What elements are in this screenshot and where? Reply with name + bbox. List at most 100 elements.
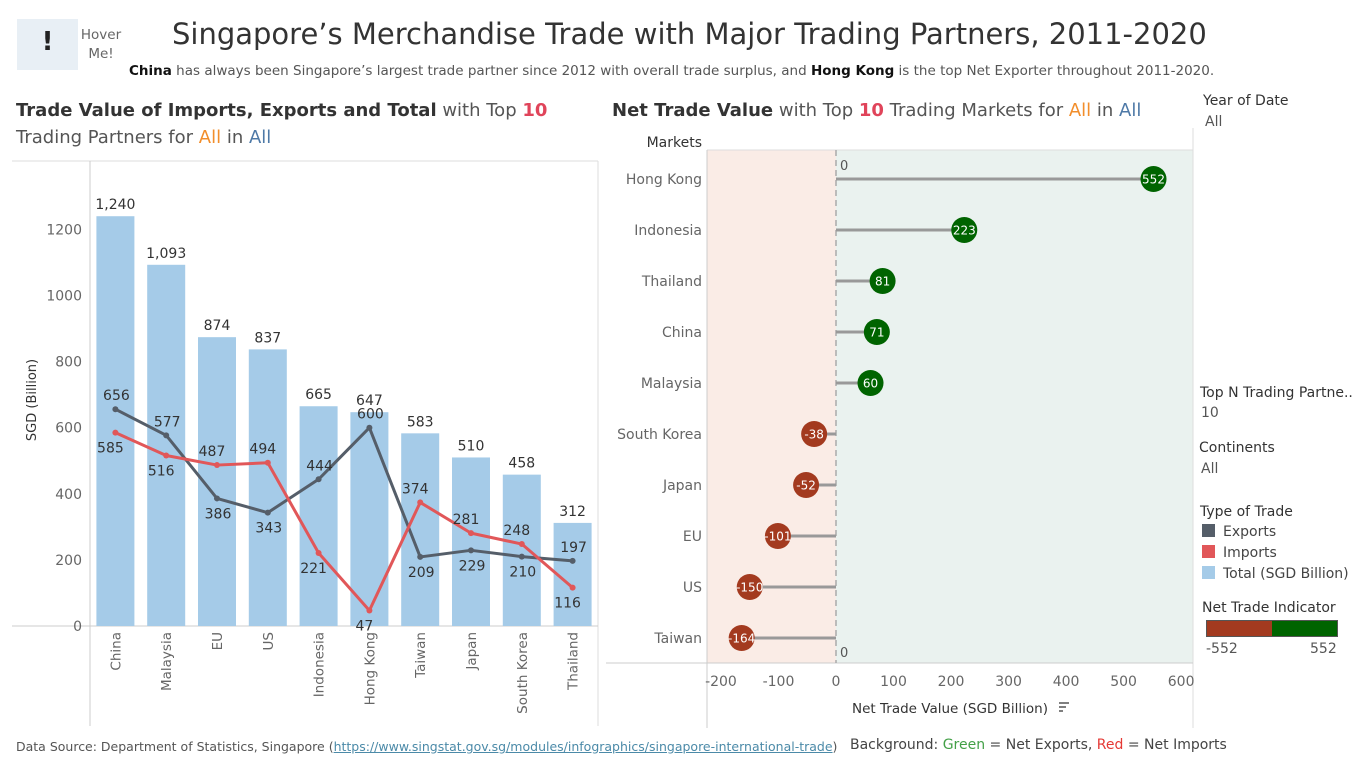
imports-data-label: 116 <box>554 596 581 612</box>
left-title-continent-value: All <box>248 127 272 148</box>
year-filter-value[interactable]: All <box>1205 114 1223 130</box>
imports-point-1 <box>163 452 170 459</box>
continents-filter-value[interactable]: All <box>1201 461 1219 477</box>
exports-data-label: 600 <box>357 407 384 423</box>
bar-data-label: 665 <box>305 387 332 403</box>
imports-data-label: 585 <box>97 441 124 457</box>
exports-data-label: 577 <box>154 414 181 430</box>
legend-item-total[interactable]: Total (SGD Billion) <box>1202 566 1349 587</box>
subtitle-china: China <box>129 63 172 79</box>
imports-data-label: 516 <box>148 463 175 479</box>
market-label: Taiwan <box>653 631 702 647</box>
lollipop-dot-9 <box>728 625 755 651</box>
lollipop-value-label: -101 <box>764 530 791 544</box>
lollipop-dot-2 <box>869 268 896 294</box>
imports-point-9 <box>569 584 576 591</box>
left-title-in: in <box>221 127 249 148</box>
lollipop-dot-0 <box>1140 166 1167 192</box>
net-imports-background <box>707 150 836 663</box>
exports-point-7 <box>468 547 474 554</box>
imports-data-label: 487 <box>199 444 226 460</box>
left-title-year-value: All <box>198 127 222 148</box>
source-suffix: ) <box>832 739 838 754</box>
imports-data-label: 374 <box>402 481 429 497</box>
lollipop-value-label: 552 <box>1142 173 1165 187</box>
lollipop-value-label: -164 <box>728 632 755 646</box>
imports-point-6 <box>417 499 424 506</box>
left-title-partners-for: Trading Partners for <box>16 127 199 148</box>
market-label: EU <box>683 529 702 545</box>
left-panel-title-line2: Trading Partners for All in All <box>16 127 271 148</box>
y-tick-label: 400 <box>55 487 82 503</box>
background-legend-note: Background: Green = Net Exports, Red = N… <box>850 737 1227 753</box>
x-tick-label: -100 <box>763 674 795 690</box>
y-tick-label: 1000 <box>46 289 82 305</box>
imports-line <box>114 431 574 612</box>
lollipop-value-label: 81 <box>875 275 890 289</box>
right-title-topn: 10 <box>858 100 884 121</box>
bar-data-label: 1,093 <box>146 246 186 262</box>
subtitle-text-1: has always been Singapore’s largest trad… <box>171 63 811 79</box>
zero-label-bottom: 0 <box>840 646 848 661</box>
source-prefix: Data Source: Department of Statistics, S… <box>16 739 334 754</box>
sort-icon <box>1059 702 1069 712</box>
market-label: South Korea <box>617 427 702 443</box>
topn-filter-value[interactable]: 10 <box>1201 405 1219 421</box>
subtitle-text-2: is the top Net Exporter throughout 2011-… <box>894 63 1215 79</box>
market-label: Indonesia <box>634 223 702 239</box>
lollipop-dot-6 <box>793 472 820 498</box>
bar-data-label: 583 <box>407 414 434 430</box>
bg-mid-text: = Net Exports, <box>985 737 1097 753</box>
exports-point-6 <box>417 553 424 560</box>
x-category-label: Hong Kong <box>362 632 378 705</box>
hover-info-box[interactable]: ! <box>17 19 78 70</box>
legend-item-exports[interactable]: Exports <box>1202 524 1349 545</box>
market-label: Malaysia <box>641 376 702 392</box>
bar-data-label: 874 <box>204 318 231 334</box>
bar-total-0 <box>96 216 135 626</box>
y-tick-label: 200 <box>55 553 82 569</box>
x-axis-title: Net Trade Value (SGD Billion) <box>852 701 1048 717</box>
right-title-main: Net Trade Value <box>612 100 774 121</box>
imports-point-7 <box>468 530 474 537</box>
exports-point-5 <box>366 424 373 431</box>
markets-axis-header: Markets <box>647 135 702 151</box>
bg-red-word: Red <box>1096 737 1124 753</box>
data-source-note: Data Source: Department of Statistics, S… <box>16 739 837 754</box>
net-exports-background <box>836 150 1193 663</box>
exports-line <box>114 407 573 563</box>
imports-data-label: 281 <box>453 512 480 528</box>
x-tick-label: 500 <box>1110 674 1137 690</box>
legend-item-imports[interactable]: Imports <box>1202 545 1349 566</box>
y-axis-title: SGD (Billion) <box>25 359 40 441</box>
zero-label-top: 0 <box>840 159 848 174</box>
x-tick-label: -200 <box>705 674 737 690</box>
legend-label-total: Total (SGD Billion) <box>1223 566 1349 582</box>
indicator-max-label: 552 <box>1310 641 1337 657</box>
year-filter-label: Year of Date <box>1203 93 1289 109</box>
x-tick-label: 200 <box>938 674 965 690</box>
net-trade-lollipop-chart[interactable]: 0 0 Markets Hong Kong 552 Indonesia 223 Thailan… <box>600 128 1200 728</box>
exports-data-label: 656 <box>103 388 130 404</box>
bar-total-8 <box>502 474 541 626</box>
right-title-with-top: with Top <box>773 100 859 121</box>
hover-me-label[interactable]: Hover Me! <box>80 27 122 62</box>
market-label: Thailand <box>641 274 702 290</box>
imports-point-5 <box>366 607 373 614</box>
market-label: China <box>662 325 702 341</box>
y-tick-label: 800 <box>55 355 82 371</box>
exports-point-2 <box>214 495 220 502</box>
continents-filter-label: Continents <box>1199 440 1275 456</box>
y-tick-label: 0 <box>73 619 82 635</box>
x-category-label: Japan <box>464 632 480 671</box>
bar-total-5 <box>350 412 389 626</box>
bar-total-7 <box>452 457 490 626</box>
trade-value-bar-chart[interactable]: 0 200 400 600 800 1000 1200 SGD (Billion) 1,240 1… <box>0 150 600 730</box>
bar-data-label: 1,240 <box>95 197 135 213</box>
imports-data-label: 494 <box>249 442 276 458</box>
trade-type-legend-title: Type of Trade <box>1200 504 1293 520</box>
bar-data-label: 837 <box>254 330 281 346</box>
right-panel-title: Net Trade Value with Top 10 Trading Mark… <box>612 100 1141 121</box>
source-link[interactable]: https://www.singstat.gov.sg/modules/info… <box>333 739 833 754</box>
exports-point-4 <box>315 476 322 483</box>
